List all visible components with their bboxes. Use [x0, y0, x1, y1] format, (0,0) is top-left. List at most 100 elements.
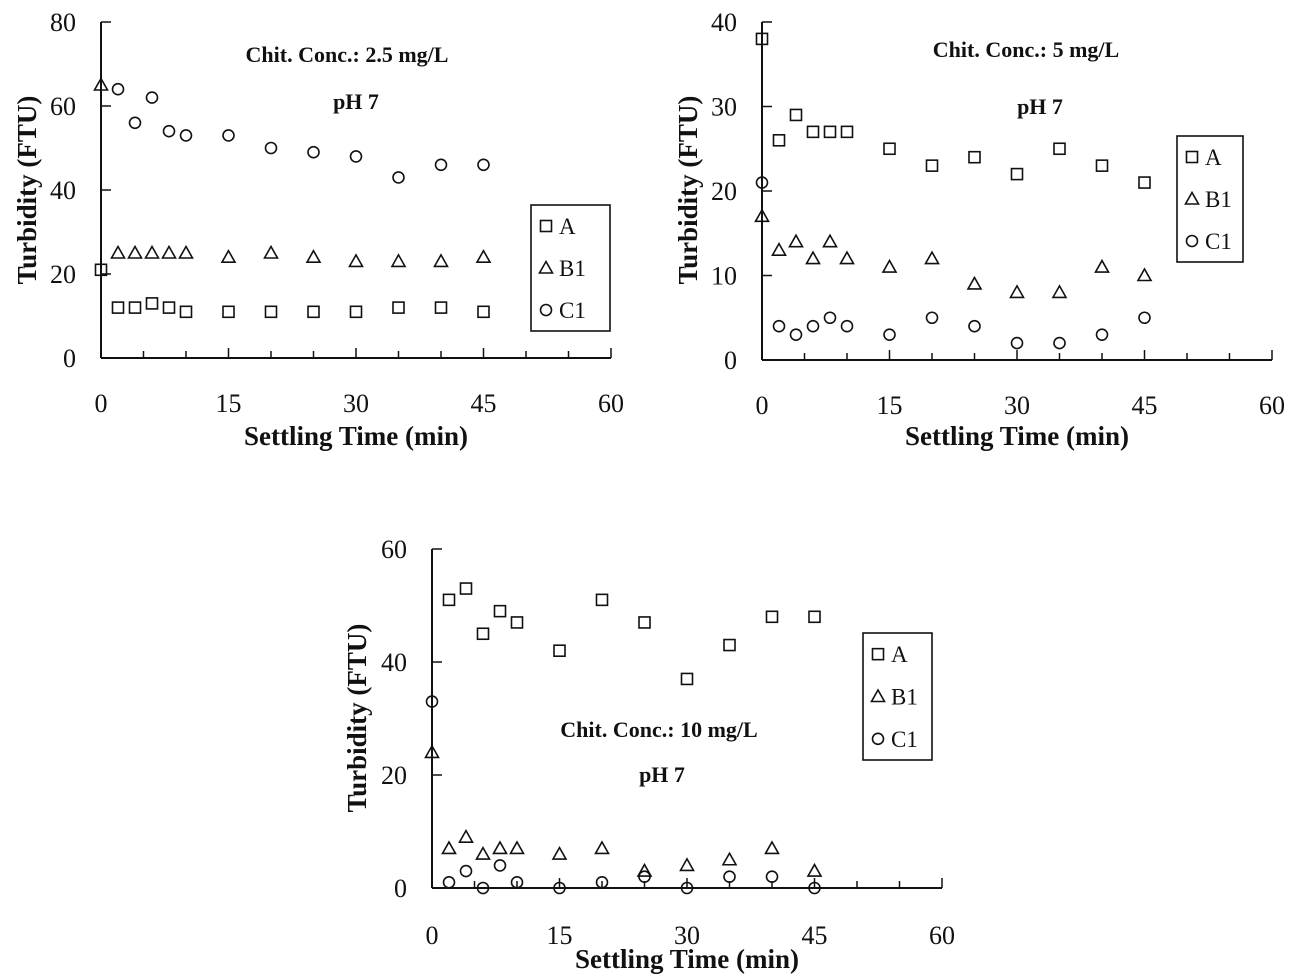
x-tick-label: 0 — [95, 389, 108, 418]
data-point-a — [179, 305, 193, 319]
data-point-c1 — [840, 319, 854, 333]
data-point-a — [968, 150, 981, 164]
x-tick-label: 45 — [471, 389, 497, 418]
data-point-c1 — [789, 328, 803, 341]
data-point-a — [493, 604, 507, 618]
data-point-a — [806, 125, 820, 139]
data-point-c1 — [553, 881, 566, 895]
data-point-b1 — [458, 829, 474, 843]
legend-box — [530, 204, 611, 332]
data-point-b1 — [966, 275, 983, 290]
data-point-c1 — [823, 311, 837, 325]
series-a — [442, 582, 821, 686]
data-point-b1 — [721, 851, 738, 866]
legend-label-c1: C1 — [891, 727, 918, 752]
data-point-a — [145, 297, 159, 310]
legend-marker-a — [871, 647, 885, 661]
data-point-c1 — [128, 116, 142, 130]
series-c1 — [755, 176, 1151, 350]
legend-marker-c1 — [1185, 234, 1199, 248]
data-point-b1 — [881, 258, 898, 273]
data-point-a — [808, 610, 821, 624]
data-point-b1 — [93, 76, 109, 91]
data-point-a — [1095, 159, 1109, 172]
data-point-b1 — [551, 845, 568, 860]
x-axis-title: Settling Time (min) — [244, 421, 468, 451]
data-point-a — [111, 301, 125, 314]
legend-label-a: A — [559, 214, 576, 239]
x-tick-label: 60 — [929, 921, 955, 950]
data-point-b1 — [1051, 284, 1068, 299]
data-point-c1 — [477, 158, 490, 172]
x-tick-label: 0 — [756, 391, 769, 420]
data-point-a — [510, 616, 524, 629]
series-c1 — [425, 695, 821, 895]
y-tick-label: 80 — [50, 8, 76, 37]
data-point-c1 — [392, 171, 405, 184]
concentration-annotation: Chit. Conc.: 5 mg/L — [933, 37, 1119, 62]
data-point-c1 — [595, 876, 609, 889]
data-point-b1 — [305, 249, 322, 264]
ph-annotation: pH 7 — [1017, 94, 1063, 119]
y-axis-title: Turbidity (FTU) — [673, 96, 703, 285]
data-point-a — [349, 305, 363, 319]
data-point-c1 — [162, 124, 176, 138]
legend-label-c1: C1 — [1205, 229, 1232, 254]
data-point-b1 — [161, 244, 177, 259]
data-point-a — [307, 305, 320, 319]
series-a — [94, 263, 490, 319]
series-b1 — [93, 76, 492, 268]
data-point-c1 — [1095, 328, 1109, 341]
data-point-b1 — [839, 250, 855, 265]
data-point-a — [1138, 176, 1151, 189]
ph-annotation: pH 7 — [333, 89, 379, 114]
data-point-a — [459, 582, 473, 595]
data-point-b1 — [805, 250, 821, 265]
data-point-b1 — [424, 744, 440, 759]
data-point-a — [823, 125, 837, 139]
y-tick-label: 0 — [724, 346, 737, 375]
series-c1 — [111, 82, 490, 184]
x-tick-label: 0 — [426, 921, 439, 950]
data-point-b1 — [475, 845, 491, 860]
y-tick-label: 30 — [711, 93, 737, 122]
y-tick-label: 40 — [50, 176, 76, 205]
concentration-annotation: Chit. Conc.: 10 mg/L — [560, 717, 757, 742]
data-point-a — [883, 142, 896, 156]
data-point-c1 — [680, 881, 694, 895]
data-point-a — [94, 263, 108, 277]
data-point-a — [925, 159, 939, 172]
data-point-b1 — [390, 253, 407, 268]
data-point-a — [392, 301, 405, 314]
legend-label-b1: B1 — [1205, 187, 1232, 212]
concentration-annotation: Chit. Conc.: 2.5 mg/L — [246, 42, 449, 67]
legend: A B1 C1 — [862, 632, 933, 761]
data-point-b1 — [220, 249, 237, 264]
data-point-a — [442, 593, 456, 607]
data-point-a — [772, 134, 786, 147]
y-axis-title: Turbidity (FTU) — [342, 624, 372, 813]
y-tick-label: 20 — [711, 177, 737, 206]
data-point-c1 — [755, 176, 769, 189]
data-point-c1 — [510, 876, 524, 889]
legend-label-b1: B1 — [559, 256, 586, 281]
data-point-a — [840, 125, 854, 139]
legend-marker-c1 — [539, 303, 553, 317]
data-point-b1 — [263, 244, 279, 259]
data-point-c1 — [307, 145, 320, 159]
y-tick-label: 20 — [50, 260, 76, 289]
data-point-c1 — [459, 864, 473, 878]
data-point-b1 — [492, 840, 508, 855]
legend-marker-a — [1185, 150, 1199, 164]
legend-marker-b1 — [1184, 190, 1200, 205]
data-point-a — [264, 305, 278, 319]
data-point-b1 — [754, 208, 770, 223]
data-point-b1 — [178, 244, 194, 259]
y-tick-label: 40 — [711, 8, 737, 37]
chart-panel-1: 0 15 30 45 60 0 20 40 60 80 Settling Time (min) Tur… — [12, 8, 624, 451]
data-point-a — [162, 301, 176, 314]
x-axis-title: Settling Time (min) — [905, 421, 1129, 451]
data-point-b1 — [441, 840, 457, 855]
data-point-c1 — [1010, 336, 1024, 350]
data-point-a — [595, 593, 609, 607]
